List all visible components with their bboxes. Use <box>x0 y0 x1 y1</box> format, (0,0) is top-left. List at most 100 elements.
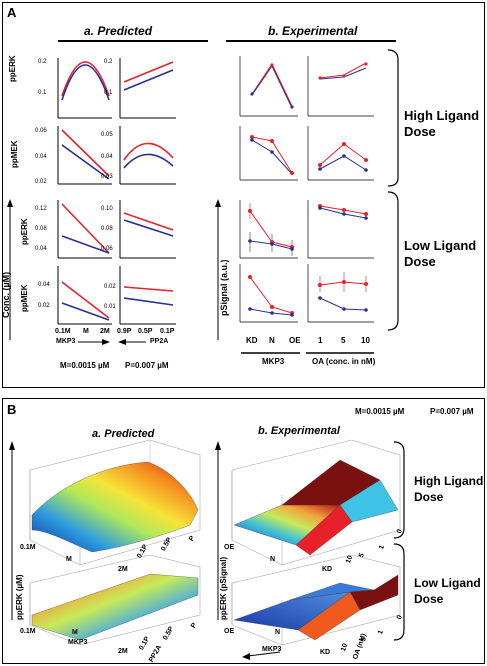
series-red <box>123 142 174 161</box>
mkp3-arrow-head <box>102 339 110 345</box>
b-low-ligand-line2: Dose <box>414 592 444 606</box>
conc-arrow-head <box>7 199 13 207</box>
p-note: P=0.007 µM <box>125 361 169 370</box>
exp-r2-oa <box>307 126 374 181</box>
mkp3-tick: 0.1M <box>55 328 71 335</box>
b-low-ligand-line1: Low Ligand <box>414 576 481 590</box>
high-ligand-bracket <box>387 49 399 187</box>
panel-a-label: A <box>7 5 17 20</box>
b-exp-xtick-top: N <box>270 556 276 563</box>
chart-r1c1 <box>57 58 112 119</box>
b-exp-xtick-top: KD <box>322 566 333 573</box>
ytick: 0.04 <box>38 282 50 288</box>
chart-r1c2 <box>119 58 176 119</box>
panel-b-m-note: M=0.0015 µM <box>355 407 405 416</box>
chart-r2c1 <box>57 126 112 185</box>
predicted-title: a. Predicted <box>84 24 153 38</box>
exp-mkp3-tick: N <box>269 336 275 345</box>
chart-r3c1 <box>57 200 112 259</box>
b-exp-xtick-bottom: KD <box>320 649 331 656</box>
m-note: M=0.0015 µM <box>60 361 110 370</box>
predicted-title-underline <box>58 40 208 42</box>
ytick: 0.08 <box>35 226 47 232</box>
series-blue <box>123 297 174 306</box>
series-blue <box>123 219 174 237</box>
ytick: 0.2 <box>104 59 113 65</box>
b-pred-xtick-top: 0.1M <box>20 544 36 551</box>
series-red <box>123 61 174 83</box>
ytick: 0.1 <box>38 90 47 96</box>
ytick: 0.02 <box>35 179 47 185</box>
ytick: 0.06 <box>101 246 113 252</box>
exp-top-surface <box>231 439 401 566</box>
panel-b-label: B <box>7 402 17 417</box>
panel-b-predicted-title: a. Predicted <box>92 428 155 440</box>
mkp3-tick: 2M <box>100 328 110 335</box>
exp-y-arrowhead <box>215 441 221 450</box>
b-high-ligand-line2: Dose <box>414 490 444 504</box>
exp-r4-mkp3 <box>239 264 298 323</box>
series-red <box>61 129 110 177</box>
b-high-ligand-line1: High Ligand <box>414 474 484 488</box>
exp-r2-mkp3 <box>239 126 298 181</box>
pp2a-tick: 0.5P <box>138 328 153 335</box>
series-blue <box>61 64 110 101</box>
pp2a-arrow-head <box>118 339 126 345</box>
b-ylabel-pred: ppERK (µM) <box>15 574 24 621</box>
ytick: 0.05 <box>101 132 113 138</box>
chart-r3c2 <box>119 200 176 259</box>
b-exp-mkp3: MKP3 <box>262 646 282 653</box>
panel-b-p-note: P=0.007 µM <box>430 407 474 416</box>
series-blue <box>123 69 174 91</box>
series-red <box>123 212 174 231</box>
experimental-title: b. Experimental <box>268 24 358 38</box>
series-blue <box>61 144 110 180</box>
exp-mkp3-label: MKP3 <box>262 357 285 366</box>
exp-r4-oa <box>307 264 374 323</box>
exp-r3-oa <box>307 200 374 259</box>
ytick: 0.03 <box>101 174 113 180</box>
low-ligand-line2: Dose <box>404 254 436 269</box>
panel-b-experimental-title: b. Experimental <box>258 425 340 437</box>
ytick: 0.04 <box>101 154 113 160</box>
ytick: 0.02 <box>104 284 116 290</box>
ytick: 0.01 <box>104 304 116 310</box>
pp2a-label: PP2A <box>150 338 169 345</box>
exp-mkp3-tick: OE <box>289 336 301 345</box>
ytick: 0.02 <box>38 303 50 309</box>
pred-y-arrowhead <box>9 441 15 450</box>
b-pred-xtick-top: 2M <box>118 566 128 573</box>
series-blue <box>61 235 110 254</box>
b-exp-xtick-bottom: N <box>275 629 281 636</box>
b-pred-xtick-bottom: 0.1M <box>20 628 36 635</box>
b-pred-xtick-bottom: M <box>72 629 78 636</box>
oa-label: OA (conc. in nM) <box>312 357 376 366</box>
series-red <box>61 61 110 97</box>
ytick: 0.10 <box>101 206 113 212</box>
chart-r4c1 <box>57 266 112 325</box>
pp2a-tick: 0.1P <box>160 328 175 335</box>
pred-bottom-surface <box>29 554 201 646</box>
high-ligand-line2: Dose <box>404 124 436 139</box>
psignal-arrow-head <box>215 199 221 207</box>
series-red <box>61 281 110 319</box>
predicted-charts <box>7 49 399 354</box>
oa-tick: 10 <box>361 336 370 345</box>
ytick: 0.04 <box>35 246 47 252</box>
mkp3-tick: M <box>83 328 89 335</box>
series-red <box>123 286 174 292</box>
low-ligand-line1: Low Ligand <box>404 238 477 253</box>
b-pred-xtick-bottom: 2M <box>118 648 128 655</box>
series-blue <box>61 302 110 321</box>
b-mkp3-arrow <box>247 651 281 657</box>
ytick: 0.06 <box>35 128 47 134</box>
ytick: 0.12 <box>35 206 47 212</box>
chart-r2c2 <box>119 126 176 185</box>
low-ligand-bracket <box>387 191 399 331</box>
exp-r1-mkp3 <box>239 56 298 117</box>
b-low-bracket <box>393 543 405 641</box>
exp-r1-oa <box>307 56 374 117</box>
oa-tick: 1 <box>318 336 323 345</box>
oa-tick: 5 <box>341 336 346 345</box>
ytick: 0.1 <box>104 90 113 96</box>
